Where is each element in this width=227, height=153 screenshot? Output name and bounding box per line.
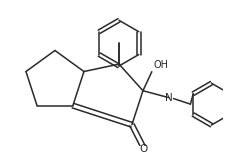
Text: O: O — [139, 144, 148, 153]
Text: OH: OH — [153, 60, 168, 70]
Text: N: N — [164, 93, 172, 103]
